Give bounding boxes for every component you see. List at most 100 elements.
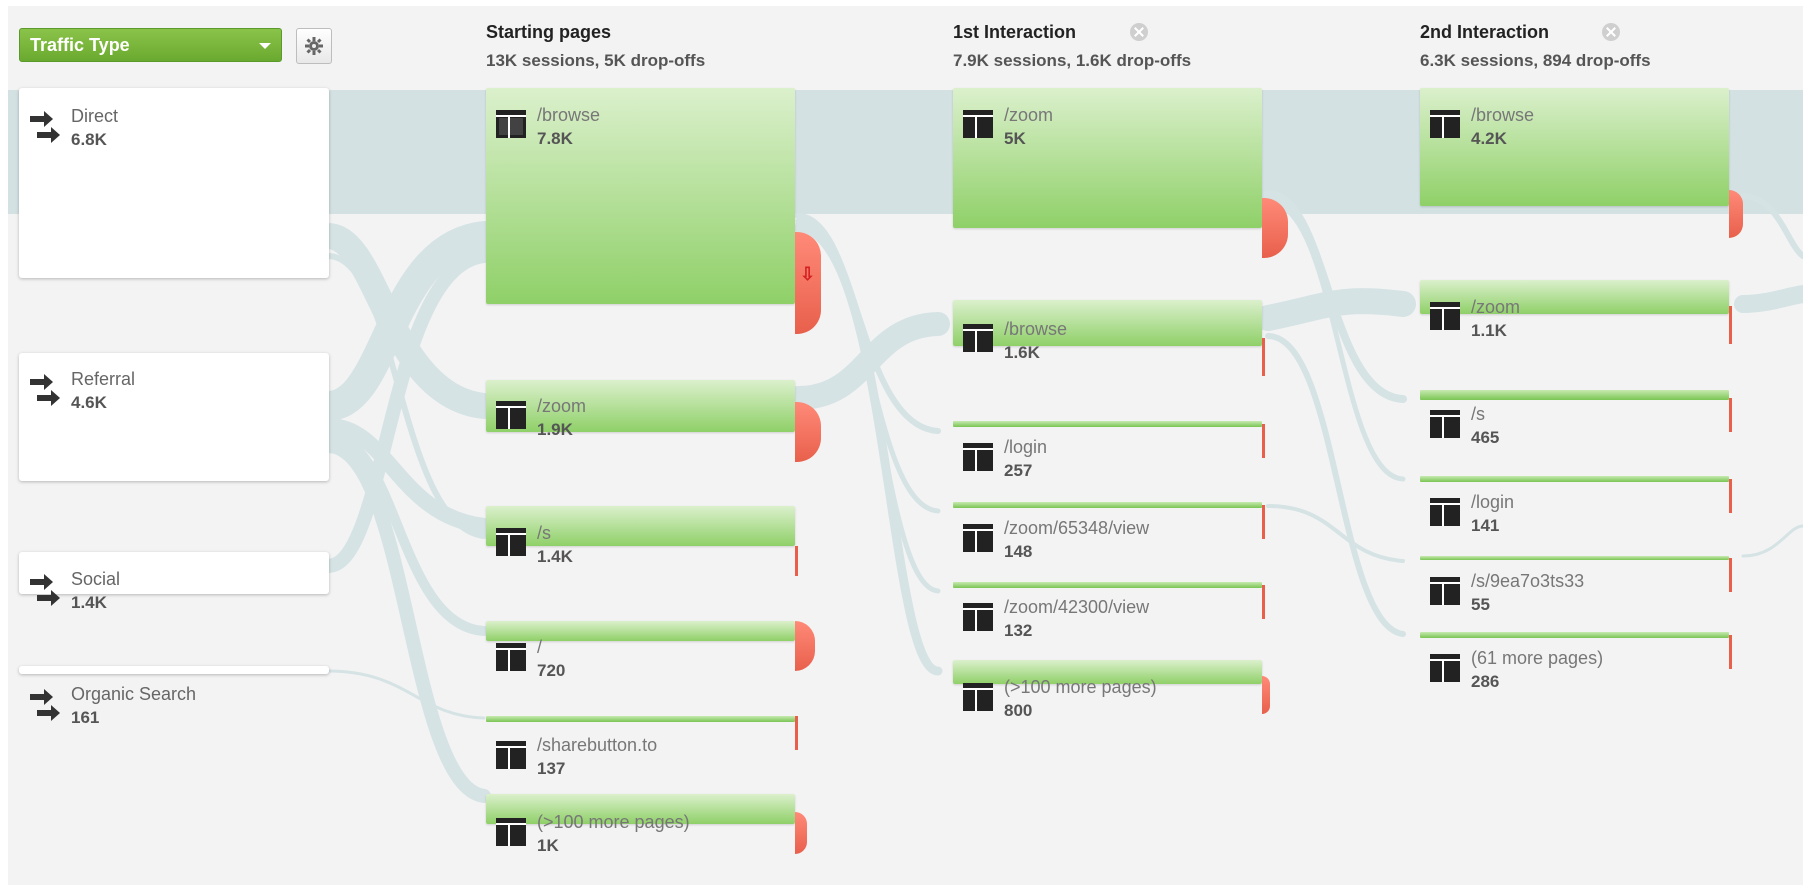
source-node-organic[interactable] (19, 666, 329, 674)
page-label: /zoom/65348/view (1004, 518, 1150, 538)
page-icon (1430, 577, 1460, 605)
flow-link (1265, 199, 1406, 482)
flow-link (323, 431, 489, 636)
page-node[interactable] (953, 660, 1262, 684)
dropoff-marker[interactable] (795, 621, 815, 671)
page-label: /zoom/42300/view (1004, 597, 1150, 617)
dropoff-marker[interactable] (1262, 676, 1270, 714)
page-value: 720 (537, 661, 566, 680)
page-value: 148 (1004, 542, 1033, 561)
flow-link (1741, 524, 1803, 558)
dropoff-marker[interactable] (1729, 398, 1732, 432)
flow-link (1265, 333, 1406, 637)
flow-link (786, 312, 950, 410)
page-icon (1430, 654, 1460, 682)
flow-link (793, 223, 943, 676)
page-label: / (537, 637, 543, 657)
page-label: (>100 more pages) (537, 812, 690, 832)
dropoff-marker[interactable] (1729, 190, 1743, 238)
settings-button[interactable] (296, 28, 332, 64)
page-node[interactable] (1420, 632, 1729, 638)
flow-link (1255, 288, 1416, 331)
page-value: 7.8K (537, 129, 573, 148)
source-label: Organic Search (71, 684, 197, 704)
page-label: /s (537, 523, 552, 543)
source-node-referral[interactable] (19, 353, 329, 481)
page-value: 465 (1471, 428, 1500, 447)
page-icon (963, 524, 993, 552)
traffic-arrow-icon (30, 374, 60, 406)
dropoff-marker[interactable] (795, 546, 798, 576)
page-value: 1K (537, 836, 559, 855)
column-title-second: 2nd Interaction (1420, 22, 1550, 42)
page-label: /sharebutton.to (537, 735, 658, 755)
page-value: 800 (1004, 701, 1033, 720)
page-label: /browse (1471, 105, 1535, 125)
page-label: /zoom (1471, 297, 1521, 317)
column-subtitle-starting: 13K sessions, 5K drop-offs (486, 51, 706, 70)
page-value: 141 (1471, 516, 1500, 535)
dropoff-marker[interactable] (1262, 585, 1265, 619)
page-value: 1.6K (1004, 343, 1040, 362)
page-label: /s (1471, 404, 1486, 424)
page-label: (61 more pages) (1471, 648, 1604, 668)
page-value: 4.2K (1471, 129, 1507, 148)
page-icon (1430, 110, 1460, 138)
page-node[interactable] (1420, 280, 1729, 314)
page-icon (963, 603, 993, 631)
column-title-first: 1st Interaction (953, 22, 1077, 42)
source-node-direct[interactable] (19, 88, 329, 278)
flow-link (1740, 193, 1803, 259)
page-value: 1.4K (537, 547, 573, 566)
source-value: 1.4K (71, 593, 107, 612)
page-label: /s/9ea7o3ts33 (1471, 571, 1585, 591)
page-icon (963, 683, 993, 711)
page-node[interactable] (953, 421, 1262, 427)
traffic-type-label: Traffic Type (30, 35, 130, 55)
page-node[interactable] (486, 621, 795, 641)
traffic-type-dropdown[interactable]: Traffic Type (19, 28, 282, 62)
page-icon (496, 401, 526, 429)
page-node[interactable] (1420, 88, 1729, 206)
gear-icon (305, 37, 323, 55)
page-label: /zoom (1004, 105, 1054, 125)
page-icon (496, 741, 526, 769)
page-label: /login (1004, 437, 1048, 457)
page-icon (496, 110, 526, 138)
page-node[interactable] (1420, 556, 1729, 560)
source-node-social[interactable] (19, 552, 329, 594)
page-node[interactable] (953, 300, 1262, 346)
page-value: 137 (537, 759, 566, 778)
dropoff-marker[interactable] (1729, 635, 1732, 669)
page-node[interactable] (953, 88, 1262, 228)
source-value: 161 (71, 708, 100, 727)
page-node[interactable] (1420, 476, 1729, 482)
dropoff-marker[interactable] (1262, 505, 1265, 539)
dropoff-marker[interactable] (1729, 479, 1732, 513)
page-node[interactable] (486, 506, 795, 546)
close-icon[interactable] (1602, 23, 1620, 41)
dropoff-marker[interactable] (795, 716, 798, 750)
close-icon[interactable] (1130, 23, 1148, 41)
page-node[interactable] (486, 794, 795, 824)
page-node[interactable] (486, 380, 795, 432)
page-node[interactable] (953, 502, 1262, 508)
page-node[interactable] (486, 88, 795, 304)
page-icon (1430, 498, 1460, 526)
page-node[interactable] (953, 582, 1262, 588)
dropoff-marker[interactable] (1729, 558, 1732, 592)
traffic-arrow-icon (30, 574, 60, 606)
page-node[interactable] (1420, 390, 1729, 400)
page-node[interactable] (486, 716, 795, 722)
page-icon (963, 443, 993, 471)
dropoff-marker[interactable] (795, 812, 807, 854)
dropoff-marker[interactable] (1262, 338, 1265, 376)
dropoff-marker[interactable] (1262, 424, 1265, 458)
page-label: /login (1471, 492, 1515, 512)
page-value: 286 (1471, 672, 1500, 691)
dropoff-marker[interactable] (795, 232, 821, 334)
page-label: /browse (1004, 319, 1068, 339)
flow-link (326, 669, 486, 720)
page-value: 55 (1471, 595, 1490, 614)
dropoff-marker[interactable] (1729, 306, 1732, 344)
